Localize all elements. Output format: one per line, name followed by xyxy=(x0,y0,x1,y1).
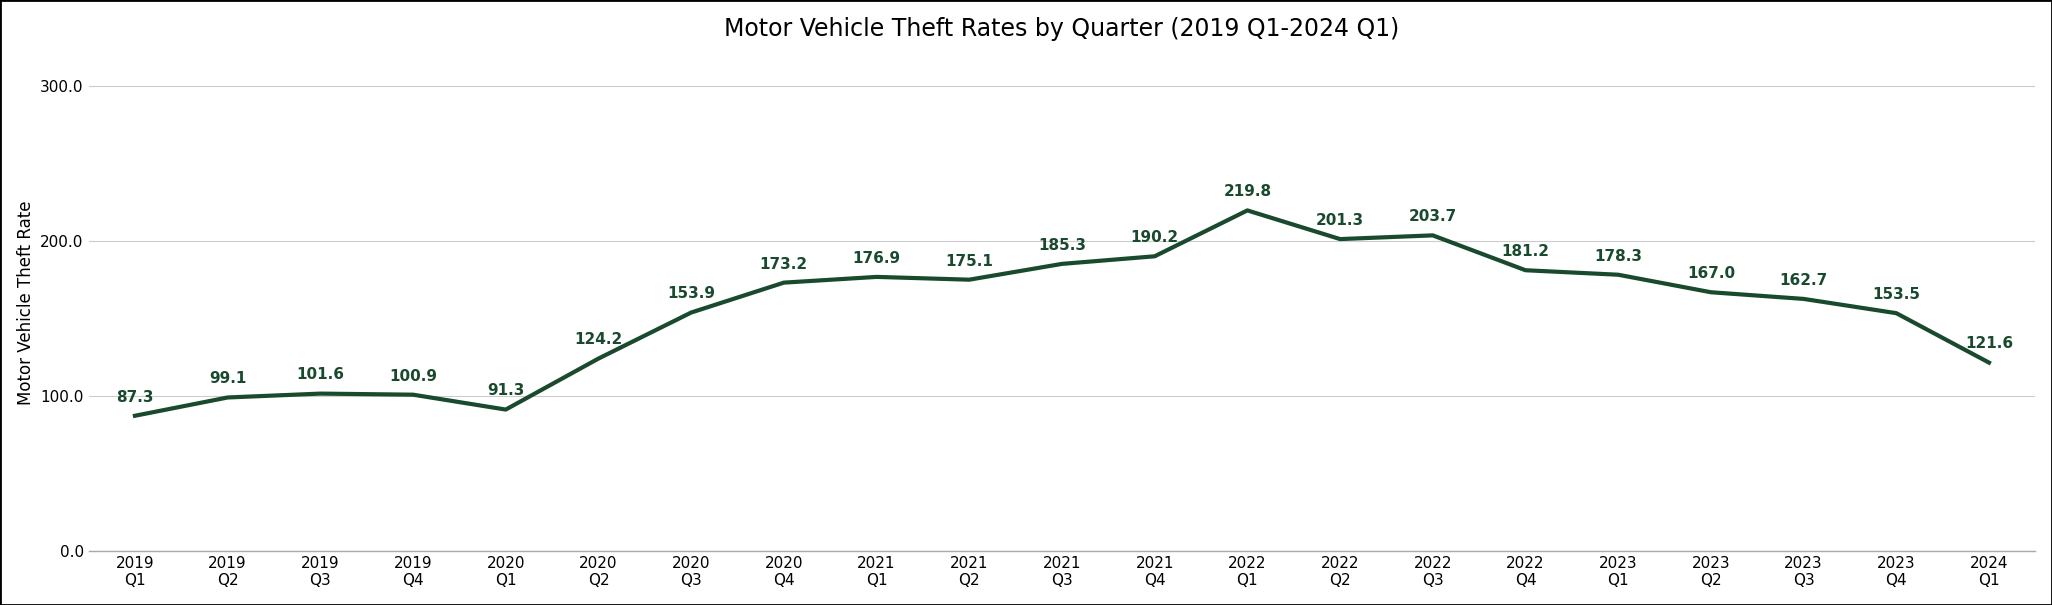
Text: 176.9: 176.9 xyxy=(852,251,901,266)
Text: 201.3: 201.3 xyxy=(1315,213,1365,228)
Text: 185.3: 185.3 xyxy=(1038,238,1086,253)
Text: 190.2: 190.2 xyxy=(1131,230,1178,245)
Text: 153.5: 153.5 xyxy=(1871,287,1921,302)
Y-axis label: Motor Vehicle Theft Rate: Motor Vehicle Theft Rate xyxy=(16,201,35,405)
Text: 100.9: 100.9 xyxy=(390,368,437,384)
Text: 181.2: 181.2 xyxy=(1502,244,1549,259)
Text: 99.1: 99.1 xyxy=(209,371,246,387)
Text: 101.6: 101.6 xyxy=(295,367,345,382)
Text: 178.3: 178.3 xyxy=(1594,249,1642,264)
Text: 203.7: 203.7 xyxy=(1408,209,1457,224)
Text: 91.3: 91.3 xyxy=(486,384,525,399)
Text: 153.9: 153.9 xyxy=(667,286,716,301)
Text: 124.2: 124.2 xyxy=(575,333,622,347)
Text: 173.2: 173.2 xyxy=(759,257,808,272)
Text: 175.1: 175.1 xyxy=(946,253,993,269)
Text: 121.6: 121.6 xyxy=(1966,336,2013,352)
Text: 167.0: 167.0 xyxy=(1687,266,1734,281)
Text: 219.8: 219.8 xyxy=(1223,185,1272,199)
Text: 162.7: 162.7 xyxy=(1779,273,1828,288)
Text: 87.3: 87.3 xyxy=(117,390,154,405)
Title: Motor Vehicle Theft Rates by Quarter (2019 Q1-2024 Q1): Motor Vehicle Theft Rates by Quarter (20… xyxy=(724,17,1399,41)
